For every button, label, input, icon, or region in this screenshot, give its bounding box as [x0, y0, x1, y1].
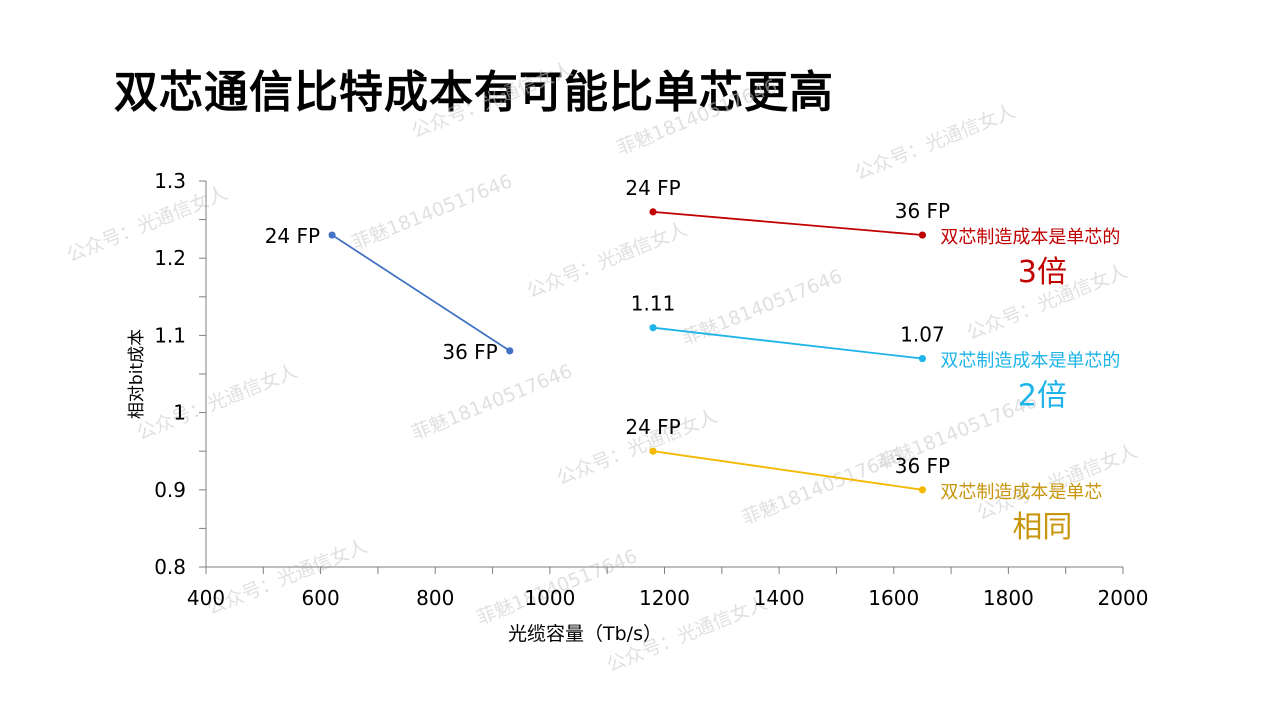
- axes: 400 600 800 1000 1200 1400 1600 1800 2000 0.8 0.9 1…: [127, 169, 1148, 645]
- watermark-text: 公众号：光通信女人: [204, 535, 371, 619]
- y-tick-label: 1.1: [154, 323, 186, 347]
- series-layer: 24 FP 36 FP 24 FP 36 FP 双芯制造成本是单芯的 3倍 1.11 1.07…: [265, 176, 1121, 545]
- series-annotation: 双芯制造成本是单芯的: [940, 227, 1120, 248]
- data-point: [649, 208, 657, 216]
- series-line: [331, 234, 511, 352]
- data-point: [918, 486, 927, 494]
- x-tick-label: 600: [302, 586, 340, 610]
- x-tick-label: 1200: [639, 586, 690, 610]
- data-label: 24 FP: [625, 415, 680, 439]
- y-tick-label: 1: [173, 401, 186, 425]
- series-0: 24 FP 36 FP: [265, 224, 514, 364]
- series-annotation: 双芯制造成本是单芯: [940, 482, 1102, 503]
- series-annotation-big: 相同: [1012, 510, 1072, 545]
- x-tick-label: 1000: [524, 586, 575, 610]
- series-line: [652, 450, 923, 491]
- data-label: 1.11: [631, 292, 676, 316]
- series-line: [652, 326, 923, 360]
- data-point: [918, 231, 927, 239]
- watermark-text: 菲魅18140517646: [409, 360, 576, 444]
- watermark-text: 公众号：光通信女人: [524, 218, 691, 302]
- data-point: [328, 231, 336, 239]
- slide-title: 双芯通信比特成本有可能比单芯更高: [114, 67, 834, 118]
- x-tick-label: 1400: [754, 586, 805, 610]
- x-tick-label: 1800: [983, 586, 1034, 610]
- y-tick-label: 1.2: [154, 246, 186, 270]
- data-point: [649, 324, 657, 332]
- series-2: 1.11 1.07 双芯制造成本是单芯的 2倍: [631, 292, 1121, 414]
- y-tick-label: 0.8: [154, 555, 186, 579]
- y-tick-label: 0.9: [154, 478, 186, 502]
- series-annotation-big: 3倍: [1018, 255, 1067, 290]
- data-label: 36 FP: [895, 199, 950, 223]
- watermark-text: 公众号：光通信女人: [409, 58, 576, 142]
- data-point: [506, 347, 514, 355]
- data-point: [649, 447, 657, 455]
- watermark-text: 公众号：光通信女人: [64, 182, 231, 266]
- data-point: [918, 354, 927, 363]
- y-axis-title: 相对bit成本: [127, 329, 147, 419]
- watermark-text: 公众号：光通信女人: [852, 100, 1019, 184]
- watermark-text: 菲魅18140517646: [614, 75, 781, 159]
- x-tick-label: 800: [416, 586, 454, 610]
- x-tick-label: 1600: [868, 586, 919, 610]
- data-label: 36 FP: [442, 340, 497, 364]
- watermark-text: 菲魅18140517646: [679, 265, 846, 349]
- series-annotation: 双芯制造成本是单芯的: [940, 351, 1120, 372]
- y-tick-label: 1.3: [154, 169, 186, 193]
- data-label: 24 FP: [265, 224, 320, 248]
- watermark-text: 菲魅18140517646: [349, 170, 516, 254]
- x-axis-title: 光缆容量（Tb/s）: [508, 623, 662, 645]
- series-1: 24 FP 36 FP 双芯制造成本是单芯的 3倍: [625, 176, 1120, 290]
- data-label: 36 FP: [895, 454, 950, 478]
- data-label: 24 FP: [625, 176, 680, 200]
- series-annotation-big: 2倍: [1018, 379, 1067, 414]
- x-tick-label: 2000: [1098, 586, 1149, 610]
- series-line: [652, 210, 923, 236]
- data-label: 1.07: [900, 323, 945, 347]
- watermark-text: 公众号：光通信女人: [134, 360, 301, 444]
- x-tick-label: 400: [187, 586, 225, 610]
